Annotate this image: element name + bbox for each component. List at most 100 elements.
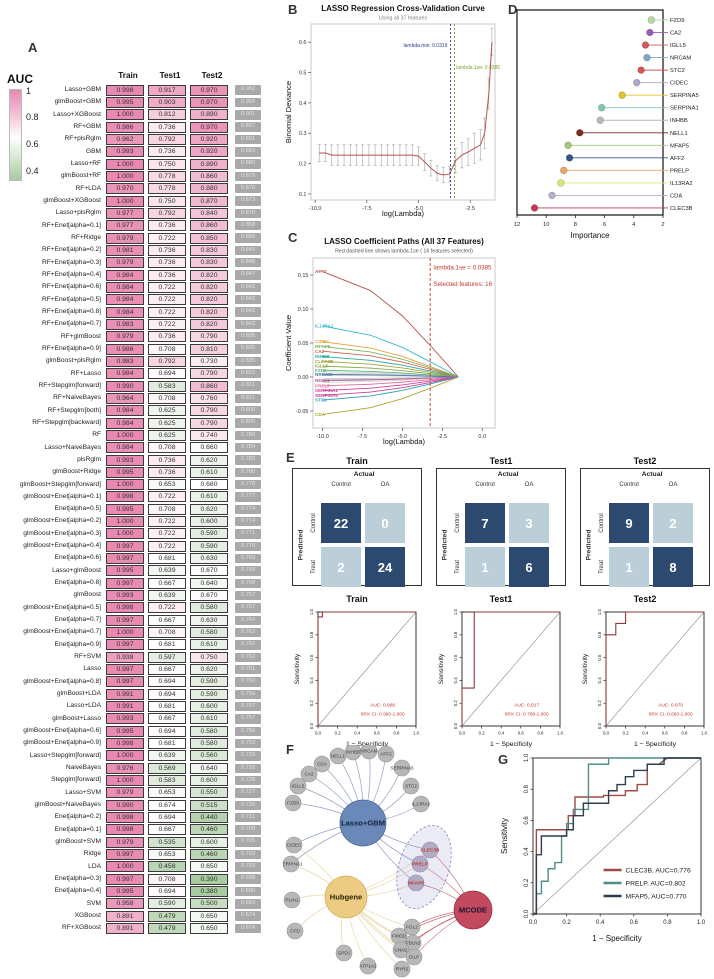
x-tick-label: 0.2	[335, 730, 342, 735]
auc-cell: 0.870	[190, 195, 228, 207]
auc-cell: 0.639	[148, 590, 186, 602]
table-row: Lasso+glmBoost 0.995 0.639 0.670 0.768	[8, 565, 261, 577]
model-label: glmBoost+Enet[alpha=0.1]	[23, 492, 101, 500]
auc-cell: 0.970	[190, 121, 228, 133]
model-label: Lasso+XGBoost	[53, 110, 101, 118]
auc-mean-cell: 0.683	[235, 899, 261, 909]
table-row: Lasso 0.997 0.667 0.620 0.761	[8, 663, 261, 676]
auc-cell: 0.583	[148, 380, 186, 392]
gene-node-label-CFD: CFD	[290, 929, 300, 934]
y-tick-label: 0.2	[453, 700, 458, 707]
coef-path-IL13RA2	[322, 325, 459, 378]
auc-cell: 0.580	[190, 738, 228, 750]
feature-label-INHBB: INHBB	[670, 118, 688, 124]
auc-cell: 0.590	[148, 898, 186, 910]
model-label: glmBoost+Enet[alpha=0.2]	[23, 517, 101, 525]
table-row: Lasso+XGBoost 1.000 0.812 0.890 0.901	[8, 109, 261, 121]
auc-cell: 0.650	[190, 861, 228, 873]
table-row: RF+Enet[alpha=0.5] 0.984 0.722 0.820 0.842	[8, 294, 261, 306]
auc-mean-cell: 0.774	[235, 504, 261, 515]
actual-label: Actual	[641, 471, 663, 478]
feature-label-MFAP5: MFAP5	[670, 143, 689, 149]
matrix-cell: 24	[365, 547, 405, 587]
model-label: RF+XGBoost	[61, 924, 101, 932]
model-label: RF+GBM	[73, 122, 101, 130]
table-row: glmBoost+Enet[alpha=0.4] 0.997 0.722 0.590 0…	[8, 540, 261, 552]
auc-cell: 0.681	[148, 738, 186, 750]
auc-cell: 0.997	[106, 553, 144, 565]
auc-cell: 0.680	[190, 479, 228, 491]
auc-mean-cell: 0.883	[235, 147, 261, 157]
auc-cell: 0.903	[148, 96, 186, 108]
table-row: Lasso+NaiveBayes 0.984 0.708 0.660 0.784	[8, 442, 261, 454]
x-tick-label: 0.6	[630, 920, 639, 926]
auc-text: AUC: 0.870	[658, 703, 683, 709]
model-label: glmBoost+LDA	[56, 690, 101, 698]
model-label: RF+Enet[alpha=0.7]	[41, 320, 101, 328]
column-header-test1: Test1	[159, 71, 181, 80]
lambda-label: lambda.1se: 0.0385	[456, 65, 500, 71]
col-label-oa: OA	[380, 482, 390, 488]
auc-cell: 0.653	[148, 849, 186, 860]
y-tick-label: 0.8	[524, 784, 530, 793]
gene-label-PRELP: PRELP	[315, 383, 330, 388]
auc-cell: 0.820	[190, 294, 228, 306]
matrix-cell: 7	[465, 503, 505, 543]
auc-cell: 0.479	[148, 922, 186, 934]
auc-mean-cell: 0.770	[235, 541, 261, 551]
y-tick-label: 1.0	[524, 753, 530, 762]
model-label: RF+Lasso	[70, 369, 101, 377]
confusion-matrix-train: Train Actual Control OA Predicted Control Trea…	[292, 456, 422, 588]
model-label: RF+Stepglm[backward]	[32, 418, 101, 426]
model-label: Lasso+SVM	[65, 788, 101, 796]
table-row: RF+Enet[alpha=0.2] 0.981 0.736 0.830 0.849	[8, 244, 261, 256]
y-tick-label: 0.15	[298, 273, 309, 279]
feature-label-PRELP: PRELP	[670, 168, 689, 174]
auc-cell: 0.660	[190, 442, 228, 454]
gene-node-label-STC2: STC2	[405, 784, 417, 789]
importance-dot-IL13RA2	[557, 179, 565, 187]
auc-cell: 0.580	[190, 627, 228, 639]
gene-node-label-CDA: CDA	[317, 762, 328, 767]
auc-cell: 0.650	[190, 910, 228, 922]
roc-chart: 0.00.0 0.2 0.2 0.4 0.4 0.6 0.6 0.8 0.8 1.0 1.0 AUC:…	[582, 608, 708, 748]
legend-label: MFAP5, AUC=0.770	[626, 893, 687, 900]
auc-cell: 0.792	[148, 133, 186, 145]
auc-mean-cell: 0.757	[235, 701, 261, 712]
auc-mean-cell: 0.728	[235, 763, 261, 773]
auc-cell: 0.694	[148, 368, 186, 380]
auc-text: AUC: 0.998	[370, 703, 395, 709]
auc-cell: 0.790	[190, 368, 228, 380]
auc-cell: 0.981	[106, 244, 144, 256]
auc-cell: 0.750	[148, 158, 186, 170]
feature-label-SERPINA5: SERPINA5	[670, 93, 699, 99]
auc-mean-cell: 0.880	[235, 159, 261, 169]
auc-cell: 0.722	[148, 294, 186, 306]
auc-cell: 0.995	[106, 503, 144, 515]
model-label: RF+SVM	[74, 653, 101, 661]
col-label-control: Control	[475, 482, 495, 488]
auc-cell: 0.998	[106, 824, 144, 836]
auc-cell: 0.984	[106, 417, 144, 429]
gene-label-FZD9: FZD9	[315, 368, 327, 373]
auc-cell: 0.722	[148, 602, 186, 614]
annotation-line1: lambda.1se = 0.0385	[434, 265, 493, 272]
x-tick-label: 10	[543, 222, 549, 228]
auc-mean-cell: 0.784	[235, 442, 261, 453]
table-row: RF+Enet[alpha=0.1] 0.977 0.736 0.860 0.858	[8, 220, 261, 232]
auc-cell: 0.740	[190, 429, 228, 441]
auc-cell: 0.694	[148, 812, 186, 824]
auc-cell: 0.590	[190, 688, 228, 700]
auc-cell: 1.000	[106, 429, 144, 441]
auc-cell: 0.820	[190, 306, 228, 318]
gene-label-MFAP5: MFAP5	[315, 344, 331, 349]
model-label: glmBoost+Ridge	[52, 468, 101, 476]
y-axis-label: Sensitivity	[438, 653, 445, 684]
matrix-title: Test1	[489, 456, 513, 466]
table-row: RF+XGBoost 0.891 0.479 0.650 0.674	[8, 922, 261, 934]
model-label: Enet[alpha=0.5]	[54, 505, 101, 513]
auc-cell: 0.736	[148, 269, 186, 281]
column-header-train: Train	[118, 71, 138, 80]
auc-cell: 1.000	[106, 195, 144, 207]
